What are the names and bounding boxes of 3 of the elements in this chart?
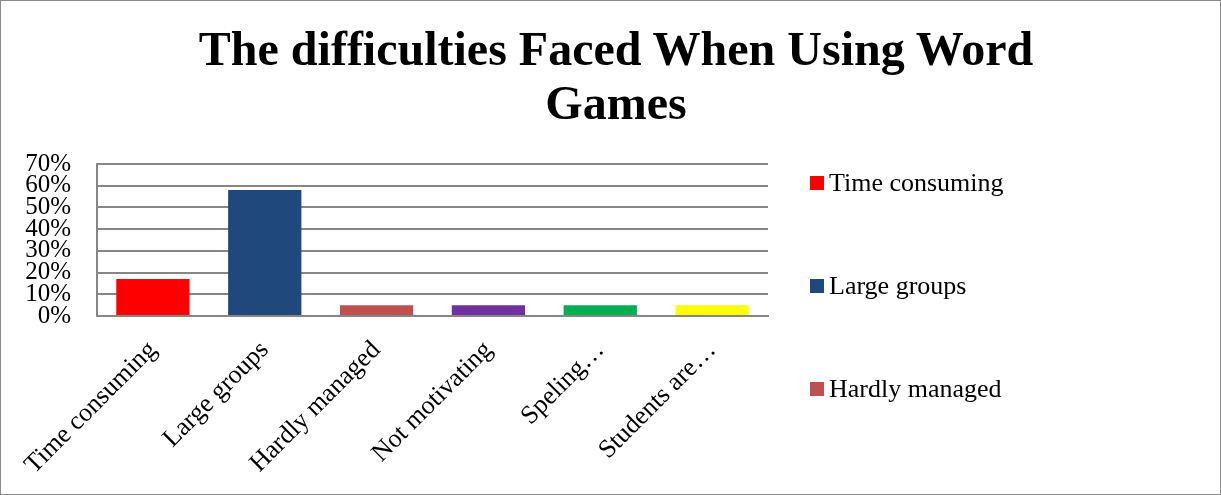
legend-label: Time consuming <box>829 167 1004 197</box>
legend-label: Large groups <box>829 270 967 300</box>
chart-title: The difficulties Faced When Using Word Games <box>197 22 1035 130</box>
